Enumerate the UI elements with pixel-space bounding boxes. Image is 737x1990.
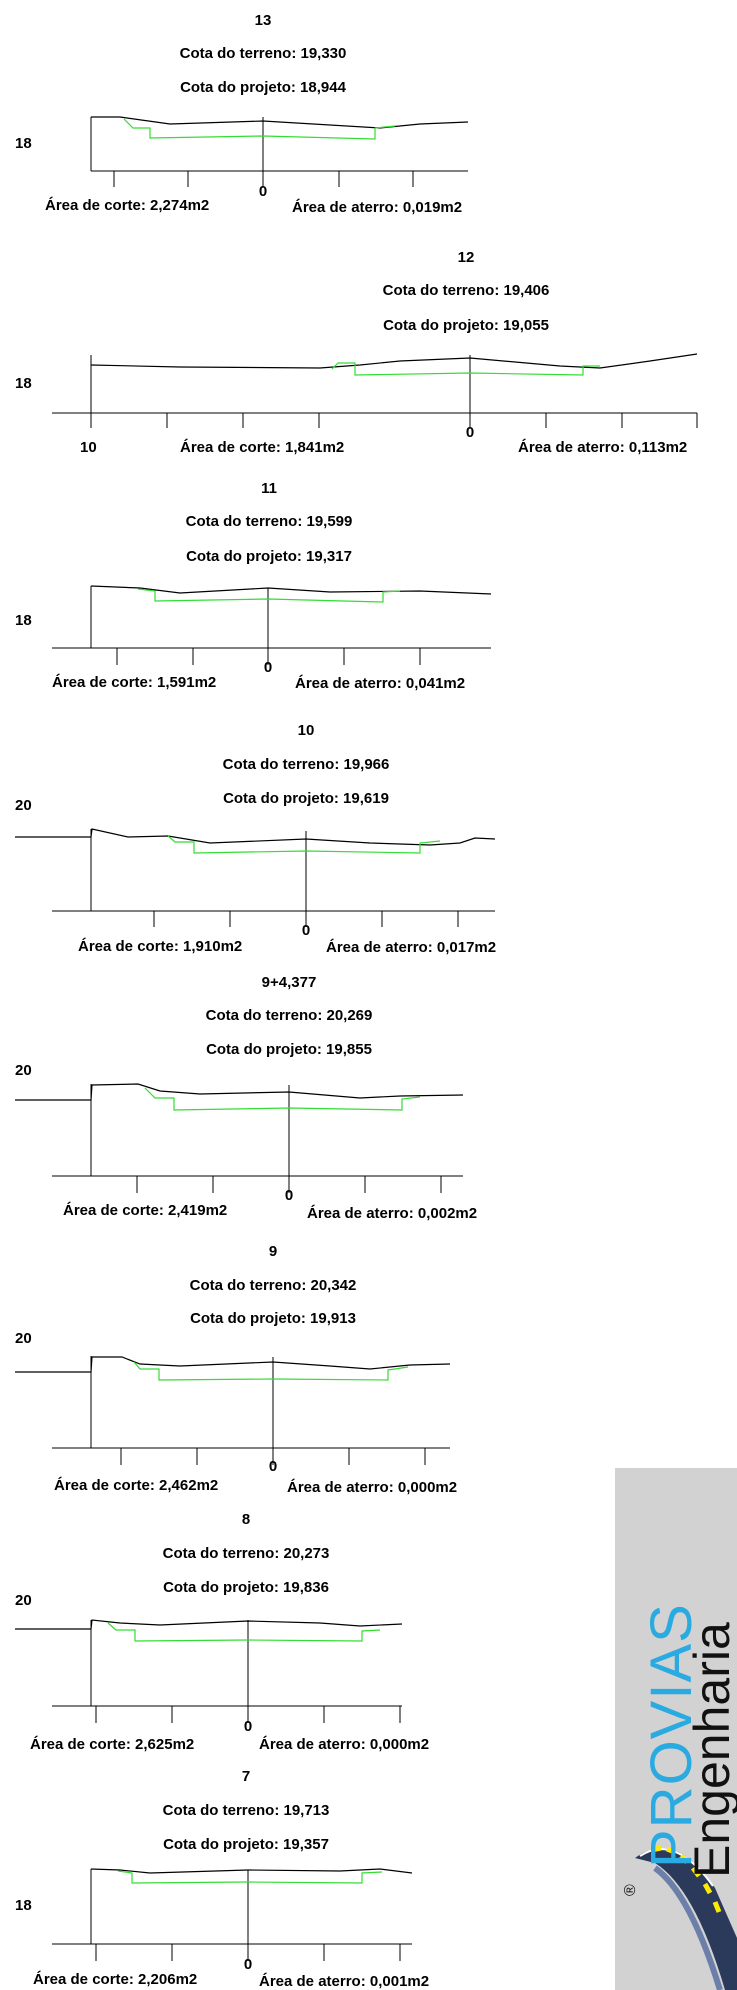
logo-subtitle-text: Engenharia xyxy=(684,1622,737,1878)
cross-section: 9 Cota do terreno: 20,342 Cota do projet… xyxy=(15,1243,457,1496)
project-elevation: Cota do projeto: 19,619 xyxy=(223,790,389,807)
terrain-elevation: Cota do terreno: 19,330 xyxy=(180,45,347,62)
area-corte: Área de corte: 1,591m2 xyxy=(52,674,216,691)
project-line xyxy=(133,1361,409,1381)
cross-section: 8 Cota do terreno: 20,273 Cota do projet… xyxy=(15,1511,429,1753)
project-elevation: Cota do projeto: 19,836 xyxy=(163,1579,329,1596)
station-label: 7 xyxy=(242,1768,250,1785)
tick-marks xyxy=(153,911,459,927)
registered-mark: ® xyxy=(622,1884,639,1896)
terrain-line xyxy=(91,116,469,129)
tick-marks xyxy=(95,1944,401,1961)
zero-label: 0 xyxy=(269,1458,277,1475)
terrain-elevation: Cota do terreno: 19,406 xyxy=(383,282,550,299)
area-aterro: Área de aterro: 0,113m2 xyxy=(518,439,687,456)
station-label: 10 xyxy=(298,722,315,739)
terrain-line xyxy=(90,353,698,369)
road-logo-icon xyxy=(635,1845,737,1990)
elevation-reference: 18 xyxy=(15,612,32,629)
project-line xyxy=(144,1087,421,1111)
project-elevation: Cota do projeto: 19,317 xyxy=(186,548,352,565)
terrain-elevation: Cota do terreno: 20,269 xyxy=(206,1007,373,1024)
elevation-reference: 20 xyxy=(15,797,32,814)
tick-marks xyxy=(95,1706,401,1723)
elevation-reference: 20 xyxy=(15,1592,32,1609)
project-line xyxy=(117,1870,383,1884)
left-offset-label: 10 xyxy=(80,439,97,456)
area-corte: Área de corte: 1,841m2 xyxy=(180,439,344,456)
project-elevation: Cota do projeto: 19,357 xyxy=(163,1836,329,1853)
area-corte: Área de corte: 2,274m2 xyxy=(45,197,209,214)
elevation-reference: 20 xyxy=(15,1330,32,1347)
area-corte: Área de corte: 1,910m2 xyxy=(78,938,242,955)
project-elevation: Cota do projeto: 19,855 xyxy=(206,1041,372,1058)
area-aterro: Área de aterro: 0,019m2 xyxy=(292,199,462,216)
station-label: 12 xyxy=(458,249,475,266)
area-aterro: Área de aterro: 0,017m2 xyxy=(326,939,496,956)
area-aterro: Área de aterro: 0,041m2 xyxy=(295,675,465,692)
cross-section: 11 Cota do terreno: 19,599 Cota do proje… xyxy=(15,480,492,692)
area-aterro: Área de aterro: 0,000m2 xyxy=(287,1479,457,1496)
terrain-elevation: Cota do terreno: 20,342 xyxy=(190,1277,357,1294)
elevation-reference: 18 xyxy=(15,1897,32,1914)
zero-label: 0 xyxy=(302,922,310,939)
station-label: 9 xyxy=(269,1243,277,1260)
area-corte: Área de corte: 2,462m2 xyxy=(54,1477,218,1494)
terrain-line xyxy=(15,1619,403,1630)
terrain-line xyxy=(15,1083,464,1101)
terrain-elevation: Cota do terreno: 20,273 xyxy=(163,1545,330,1562)
zero-label: 0 xyxy=(244,1956,252,1973)
station-label: 11 xyxy=(261,480,277,497)
station-label: 13 xyxy=(255,12,272,29)
tick-marks xyxy=(136,1176,442,1193)
area-aterro: Área de aterro: 0,002m2 xyxy=(307,1205,477,1222)
terrain-line xyxy=(90,585,492,595)
area-corte: Área de corte: 2,625m2 xyxy=(30,1736,194,1753)
project-line xyxy=(331,362,600,376)
cross-section: 10 Cota do terreno: 19,966 Cota do proje… xyxy=(15,722,496,956)
provias-logo: ® PROVIAS Engenharia xyxy=(615,1468,737,1990)
terrain-line xyxy=(90,1868,413,1874)
elevation-reference: 18 xyxy=(15,135,32,152)
project-elevation: Cota do projeto: 18,944 xyxy=(180,79,347,96)
area-corte: Área de corte: 2,419m2 xyxy=(63,1202,227,1219)
cross-section: 12 Cota do terreno: 19,406 Cota do proje… xyxy=(15,249,698,456)
terrain-elevation: Cota do terreno: 19,599 xyxy=(186,513,353,530)
terrain-line xyxy=(15,1356,451,1373)
zero-label: 0 xyxy=(466,424,474,441)
terrain-elevation: Cota do terreno: 19,966 xyxy=(223,756,390,773)
terrain-elevation: Cota do terreno: 19,713 xyxy=(163,1802,330,1819)
project-line xyxy=(167,835,441,854)
project-elevation: Cota do projeto: 19,913 xyxy=(190,1310,356,1327)
project-line xyxy=(107,1622,381,1642)
elevation-reference: 18 xyxy=(15,375,32,392)
cross-section: 13 Cota do terreno: 19,330 Cota do proje… xyxy=(15,12,469,216)
cross-section: 7 Cota do terreno: 19,713 Cota do projet… xyxy=(15,1768,429,1990)
project-line xyxy=(123,118,396,140)
tick-marks xyxy=(90,413,698,428)
zero-label: 0 xyxy=(244,1718,252,1735)
station-label: 9+4,377 xyxy=(262,974,317,991)
cross-section: 9+4,377 Cota do terreno: 20,269 Cota do … xyxy=(15,974,477,1222)
zero-label: 0 xyxy=(259,183,267,200)
project-line xyxy=(137,588,401,603)
zero-label: 0 xyxy=(285,1187,293,1204)
zero-label: 0 xyxy=(264,659,272,676)
area-aterro: Área de aterro: 0,001m2 xyxy=(259,1973,429,1990)
station-label: 8 xyxy=(242,1511,250,1528)
project-elevation: Cota do projeto: 19,055 xyxy=(383,317,549,334)
tick-marks xyxy=(113,171,414,187)
area-aterro: Área de aterro: 0,000m2 xyxy=(259,1736,429,1753)
area-corte: Área de corte: 2,206m2 xyxy=(33,1971,197,1988)
terrain-line xyxy=(15,828,496,846)
tick-marks xyxy=(116,648,421,665)
tick-marks xyxy=(120,1448,426,1465)
elevation-reference: 20 xyxy=(15,1062,32,1079)
